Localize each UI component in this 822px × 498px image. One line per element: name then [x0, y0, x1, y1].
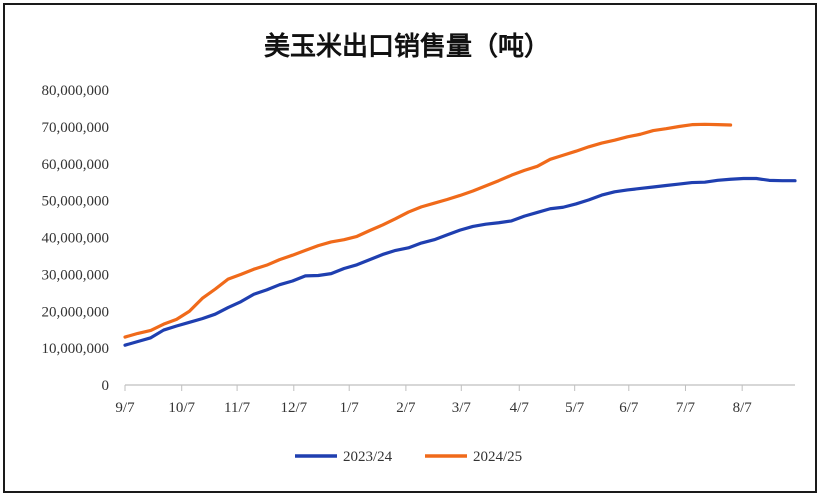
series-lines: [123, 122, 797, 347]
legend-label-1: 2023/24: [343, 449, 393, 465]
x-tick-label: 7/7: [676, 400, 696, 416]
x-tick-label: 9/7: [115, 400, 135, 416]
x-tick-label: 8/7: [733, 400, 753, 416]
chart-title: 美玉米出口销售量（吨）: [264, 31, 550, 62]
x-tick-label: 4/7: [510, 400, 530, 416]
y-tick-label: 60,000,000: [42, 157, 110, 173]
y-axis-ticks: 0 10,000,000 20,000,000 30,000,000 40,000,00…: [42, 83, 110, 394]
x-tick-label: 11/7: [224, 400, 251, 416]
y-tick-label: 0: [102, 378, 110, 394]
x-tick-label: 2/7: [396, 400, 416, 416]
y-tick-label: 70,000,000: [42, 120, 110, 136]
x-tick-label: 12/7: [280, 400, 307, 416]
y-tick-label: 50,000,000: [42, 194, 110, 210]
x-tick-label: 6/7: [619, 400, 639, 416]
y-tick-label: 80,000,000: [42, 83, 110, 99]
x-tick-label: 1/7: [340, 400, 360, 416]
x-tick-label: 5/7: [565, 400, 585, 416]
y-tick-label: 20,000,000: [42, 304, 110, 320]
series-line-1: [123, 176, 797, 347]
x-tick-label: 3/7: [452, 400, 472, 416]
x-axis: 9/7 10/7 11/7 12/7 1/7 2/7 3/7 4/7 5/7 6/7 7/7 8/7: [115, 384, 795, 416]
chart-svg: 美玉米出口销售量（吨） 0 10,000,000 20,000,000 30,000,…: [42, 31, 797, 465]
y-tick-label: 30,000,000: [42, 267, 110, 283]
legend-label-2: 2024/25: [473, 449, 522, 465]
x-tick-label: 10/7: [168, 400, 195, 416]
legend: 2023/24 2024/25: [295, 449, 522, 465]
chart-frame: 美玉米出口销售量（吨） 0 10,000,000 20,000,000 30,000,…: [3, 3, 817, 493]
y-tick-label: 10,000,000: [42, 341, 110, 357]
y-tick-label: 40,000,000: [42, 231, 110, 247]
series-line-2: [123, 122, 733, 339]
